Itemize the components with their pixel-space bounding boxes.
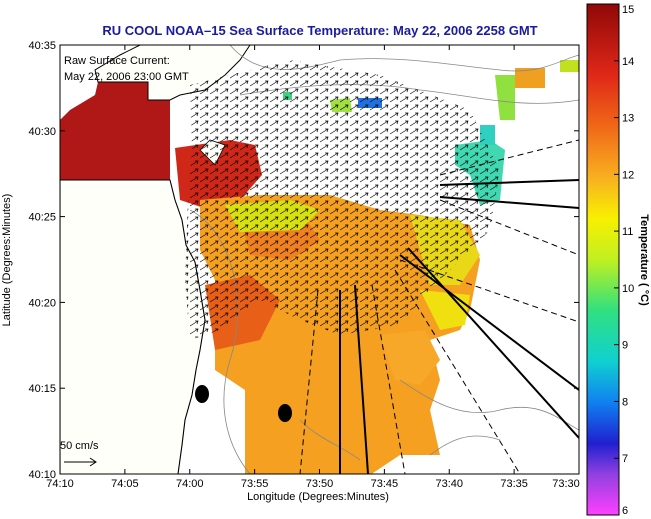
y-tick-label: 40:10 — [28, 469, 56, 481]
colorbar-label: Temperature ( °C) — [638, 214, 650, 306]
y-ticks: 40:35 40:30 40:25 40:20 40:15 40:10 — [28, 40, 579, 481]
y-axis-label: Latitude (Degrees:Minutes) — [1, 194, 13, 327]
colorbar-tick-label: 9 — [622, 340, 628, 352]
x-tick-label: 73:35 — [500, 478, 528, 490]
colorbar-tick-label: 7 — [622, 453, 628, 465]
colorbar-tick-label: 15 — [622, 4, 634, 16]
map-title: RU COOL NOAA–15 Sea Surface Temperature:… — [102, 23, 538, 38]
colorbar-tick-label: 14 — [622, 56, 634, 68]
colorbar-tick-label: 6 — [622, 505, 628, 517]
colorbar-tick-label: 8 — [622, 396, 628, 408]
colorbar-tick-label: 10 — [622, 283, 634, 295]
x-tick-label: 73:30 — [552, 478, 580, 490]
colorbar-tick-label: 12 — [622, 169, 634, 181]
colorbar-tick-label: 13 — [622, 113, 634, 125]
annotation-line1: Raw Surface Current: — [64, 55, 170, 67]
y-tick-label: 40:25 — [28, 212, 56, 224]
land-north — [94, 45, 251, 101]
x-tick-label: 73:50 — [306, 478, 334, 490]
station-marker-2 — [278, 404, 292, 422]
annotation-line2: May 22, 2006 23:00 GMT — [64, 71, 189, 83]
scale-label: 50 cm/s — [60, 440, 99, 452]
x-tick-label: 74:00 — [176, 478, 204, 490]
colorbar-tick-label: 11 — [622, 226, 633, 238]
x-axis-label: Longitude (Degrees:Minutes) — [247, 491, 389, 503]
y-tick-label: 40:30 — [28, 126, 56, 138]
x-tick-label: 73:55 — [241, 478, 269, 490]
x-tick-label: 74:05 — [111, 478, 139, 490]
x-tick-label: 73:40 — [435, 478, 463, 490]
shipping-lanes — [299, 139, 579, 474]
y-tick-label: 40:20 — [28, 297, 56, 309]
x-ticks: 74:10 74:05 74:00 73:55 73:50 73:45 73:40 73:35… — [46, 45, 580, 490]
colorbar — [586, 3, 620, 516]
x-tick-label: 74:10 — [46, 478, 74, 490]
y-tick-label: 40:35 — [28, 40, 56, 52]
colorbar-ticks: 15 14 13 12 11 10 9 8 7 6 — [614, 3, 634, 517]
y-tick-label: 40:15 — [28, 383, 56, 395]
x-tick-label: 73:45 — [371, 478, 399, 490]
scale-arrow — [64, 457, 97, 467]
station-marker-1 — [195, 385, 209, 403]
